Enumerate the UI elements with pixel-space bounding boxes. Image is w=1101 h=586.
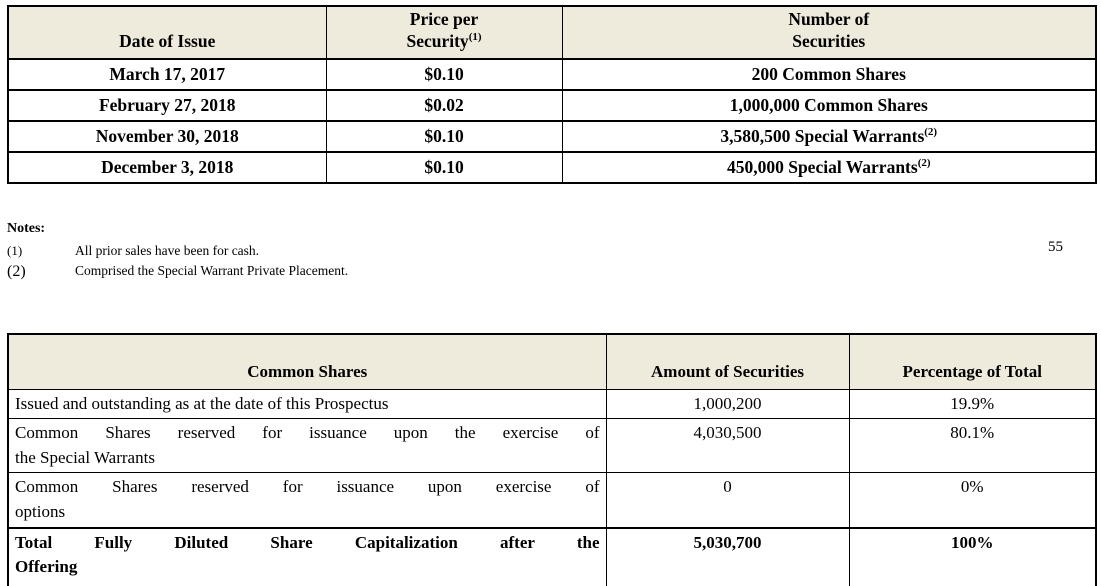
amount-cell: 5,030,700 bbox=[605, 526, 850, 586]
securities-cell: 200 Common Shares bbox=[561, 57, 1097, 91]
note-ref: (1) bbox=[468, 31, 482, 44]
securities-cell: 3,580,500 Special Warrants(2) bbox=[561, 119, 1097, 153]
price-cell: $0.10 bbox=[325, 150, 563, 184]
note-item: (2) Comprised the Special Warrant Private… bbox=[7, 263, 1097, 281]
note-ref: (2) bbox=[917, 156, 931, 169]
header-text-part: Security bbox=[406, 30, 469, 51]
price-cell: $0.02 bbox=[325, 88, 563, 122]
securities-text: 200 Common Shares bbox=[751, 63, 906, 84]
prior-sales-table: Date of Issue Price per Security(1) Numb… bbox=[7, 5, 1097, 184]
capitalization-table-header: Common Shares Amount of Securities Perce… bbox=[7, 333, 1097, 390]
note-ref: (2) bbox=[924, 125, 938, 138]
row-label-cell: Total Fully Diluted Share Capitalization… bbox=[7, 526, 607, 586]
col-header-date-of-issue: Date of Issue bbox=[7, 5, 327, 60]
amount-cell: 0 bbox=[605, 472, 850, 529]
table-row: November 30, 2018 $0.10 3,580,500 Specia… bbox=[7, 119, 1097, 153]
note-item: (1) All prior sales have been for cash. bbox=[7, 243, 1097, 259]
row-label-line: the Special Warrants bbox=[15, 447, 155, 467]
row-label-line: Common Shares reserved for issuance upon… bbox=[15, 477, 600, 497]
table-row: Common Shares reserved for issuance upon… bbox=[7, 472, 1097, 529]
note-marker: (2) bbox=[7, 263, 26, 280]
percent-cell: 80.1% bbox=[848, 418, 1097, 474]
row-label-line: Offering bbox=[15, 557, 78, 577]
note-text: Comprised the Special Warrant Private Pl… bbox=[75, 263, 349, 278]
table-row-total: Total Fully Diluted Share Capitalization… bbox=[7, 526, 1097, 586]
note-text: All prior sales have been for cash. bbox=[75, 243, 260, 258]
row-label-line: options bbox=[15, 502, 66, 522]
percent-cell: 19.9% bbox=[848, 388, 1097, 420]
securities-text: 1,000,000 Common Shares bbox=[729, 94, 928, 115]
date-of-issue-cell: March 17, 2017 bbox=[7, 57, 327, 91]
table-row: February 27, 2018 $0.02 1,000,000 Common… bbox=[7, 88, 1097, 122]
notes-title: Notes: bbox=[7, 221, 46, 236]
header-text: Price per bbox=[409, 9, 479, 29]
header-text: Number of bbox=[788, 9, 870, 29]
row-label-line: Total Fully Diluted Share Capitalization… bbox=[15, 532, 600, 552]
date-of-issue-cell: December 3, 2018 bbox=[7, 150, 327, 184]
prior-sales-table-header: Date of Issue Price per Security(1) Numb… bbox=[7, 5, 1097, 60]
row-label-line: Issued and outstanding as at the date of… bbox=[15, 393, 389, 413]
notes-section: Notes: (1) All prior sales have been for … bbox=[7, 221, 1097, 285]
header-row: Common Shares Amount of Securities Perce… bbox=[7, 333, 1097, 390]
securities-cell: 450,000 Special Warrants(2) bbox=[561, 150, 1097, 184]
row-label-cell: Issued and outstanding as at the date of… bbox=[7, 388, 607, 420]
table-row: March 17, 2017 $0.10 200 Common Shares bbox=[7, 57, 1097, 91]
percent-cell: 0% bbox=[848, 472, 1097, 529]
col-header-number-of-securities: Number of Securities bbox=[561, 5, 1097, 60]
col-header-common-shares: Common Shares bbox=[7, 333, 607, 390]
note-marker: (1) bbox=[7, 243, 23, 258]
col-header-percentage-of-total: Percentage of Total bbox=[848, 333, 1097, 390]
header-text: Security(1) bbox=[331, 31, 558, 53]
col-header-price-per-security: Price per Security(1) bbox=[325, 5, 563, 60]
col-header-amount-of-securities: Amount of Securities bbox=[605, 333, 850, 390]
share-capitalization-table: Common Shares Amount of Securities Perce… bbox=[7, 333, 1097, 586]
percent-cell: 100% bbox=[848, 526, 1097, 586]
date-of-issue-cell: November 30, 2018 bbox=[7, 119, 327, 153]
securities-text: 450,000 Special Warrants bbox=[726, 156, 918, 177]
header-text: Date of Issue bbox=[119, 30, 216, 51]
table-row: December 3, 2018 $0.10 450,000 Special W… bbox=[7, 150, 1097, 184]
date-of-issue-cell: February 27, 2018 bbox=[7, 88, 327, 122]
prior-sales-table-body: March 17, 2017 $0.10 200 Common Shares F… bbox=[7, 57, 1097, 184]
page-number: 55 bbox=[1048, 239, 1063, 255]
table-row: Common Shares reserved for issuance upon… bbox=[7, 418, 1097, 474]
price-cell: $0.10 bbox=[325, 57, 563, 91]
amount-cell: 4,030,500 bbox=[605, 418, 850, 474]
header-row: Date of Issue Price per Security(1) Numb… bbox=[7, 5, 1097, 60]
price-cell: $0.10 bbox=[325, 119, 563, 153]
header-text: Securities bbox=[792, 30, 866, 51]
row-label-cell: Common Shares reserved for issuance upon… bbox=[7, 418, 607, 474]
securities-cell: 1,000,000 Common Shares bbox=[561, 88, 1097, 122]
securities-text: 3,580,500 Special Warrants bbox=[720, 125, 925, 146]
row-label-line: Common Shares reserved for issuance upon… bbox=[15, 423, 600, 443]
row-label-cell: Common Shares reserved for issuance upon… bbox=[7, 472, 607, 529]
capitalization-table-body: Issued and outstanding as at the date of… bbox=[7, 388, 1097, 586]
table-row: Issued and outstanding as at the date of… bbox=[7, 388, 1097, 420]
amount-cell: 1,000,200 bbox=[605, 388, 850, 420]
